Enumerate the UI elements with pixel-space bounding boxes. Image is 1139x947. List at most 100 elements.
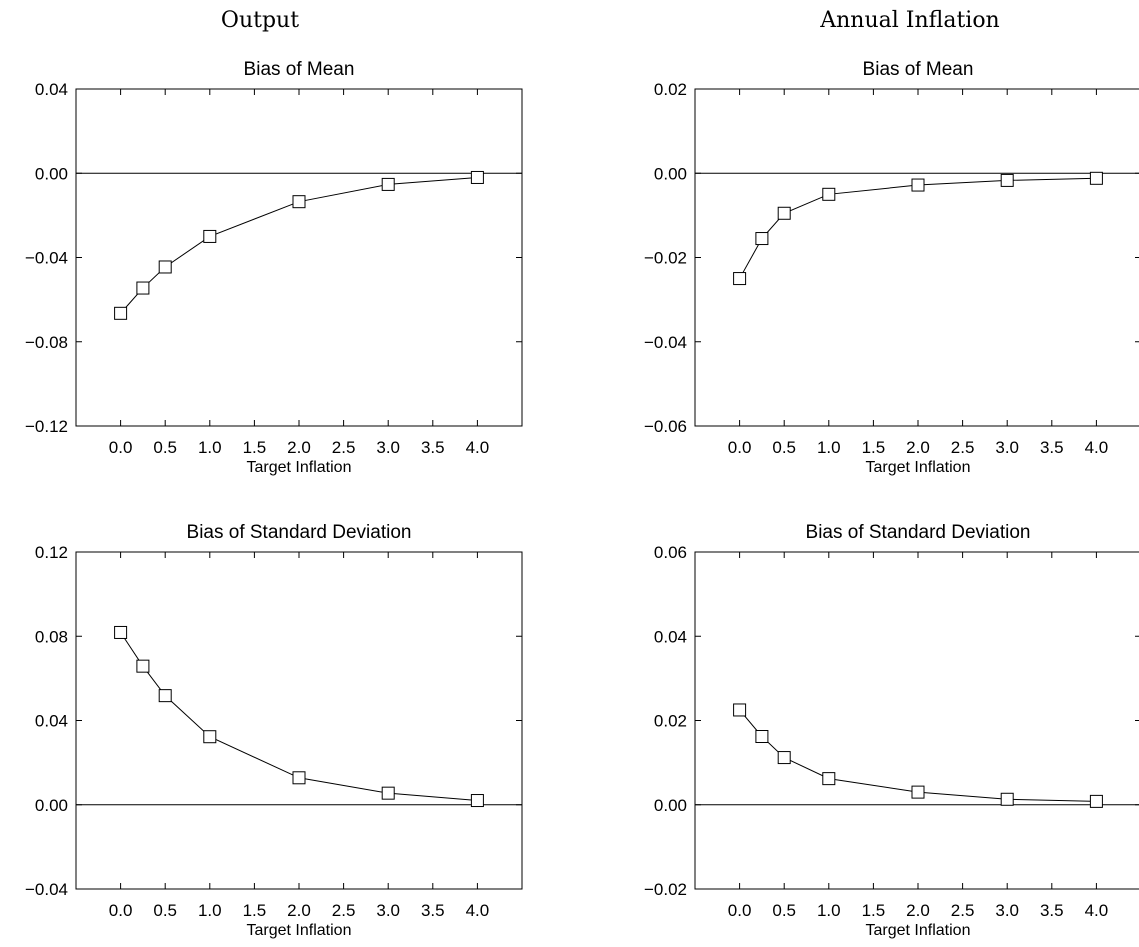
inflation-bias-sd-data-point: [1000, 792, 1014, 806]
inflation-bias-mean-x-tick-label: 1.0: [817, 438, 841, 457]
output-bias-sd-x-axis-title: Target Inflation: [247, 922, 352, 939]
output-bias-sd-data-point: [292, 771, 306, 785]
output-bias-mean-y-tick-label: −0.04: [25, 249, 68, 268]
inflation-bias-sd-x-tick-label: 0.0: [728, 901, 752, 920]
inflation-bias-sd-x-tick-label: 3.0: [995, 901, 1019, 920]
output-bias-mean-x-tick-label: 0.0: [109, 438, 133, 457]
inflation-bias-mean-x-tick-label: 3.0: [995, 438, 1019, 457]
output-bias-mean-data-point: [158, 260, 172, 274]
output-bias-mean-data-point: [292, 195, 306, 209]
inflation-bias-mean-y-tick-label: 0.00: [654, 164, 687, 183]
output-bias-mean-chart: Bias of Mean 0.04 0.00 −0.04 −0.08 −0.12 0.0 0.…: [25, 59, 523, 476]
inflation-bias-mean-data-point: [911, 178, 925, 192]
output-bias-mean-data-point: [136, 281, 150, 295]
output-bias-sd-data-point: [136, 659, 150, 673]
output-bias-sd-x-tick-label: 3.5: [421, 901, 445, 920]
output-bias-mean-x-tick-label: 2.0: [287, 438, 311, 457]
output-bias-sd-data-point: [158, 689, 172, 703]
output-bias-mean-x-tick-label: 2.5: [332, 438, 356, 457]
inflation-bias-sd-x-tick-label: 0.5: [772, 901, 796, 920]
output-bias-mean-x-tick-label: 1.5: [243, 438, 267, 457]
output-bias-mean-x-tick-label: 0.5: [153, 438, 177, 457]
output-bias-mean-plot-frame: [75, 88, 523, 427]
output-bias-mean-y-tick-label: 0.00: [35, 164, 68, 183]
output-column-title: Output: [220, 8, 300, 33]
output-bias-sd-x-tick-label: 0.5: [153, 901, 177, 920]
output-bias-mean-y-tick-label: 0.04: [35, 80, 68, 99]
output-bias-sd-title: Bias of Standard Deviation: [187, 522, 412, 543]
inflation-bias-mean-series-line: [739, 177, 1097, 279]
inflation-bias-sd-x-tick-label: 1.5: [862, 901, 886, 920]
output-bias-mean-y-tick-label: −0.12: [25, 417, 68, 436]
inflation-bias-sd-y-tick-label: 0.00: [654, 796, 687, 815]
inflation-bias-sd-title: Bias of Standard Deviation: [806, 522, 1031, 543]
output-bias-mean-data-point: [381, 177, 395, 191]
output-bias-sd-data-point: [381, 786, 395, 800]
inflation-bias-sd-x-tick-label: 2.5: [951, 901, 975, 920]
inflation-bias-sd-y-tick-label: 0.06: [654, 543, 687, 562]
inflation-bias-mean-y-tick-label: 0.02: [654, 80, 687, 99]
output-bias-mean-x-tick-label: 4.0: [466, 438, 490, 457]
inflation-bias-sd-y-tick-label: −0.02: [644, 880, 687, 899]
inflation-bias-sd-data-point: [777, 751, 791, 765]
inflation-bias-sd-x-axis-title: Target Inflation: [866, 922, 971, 939]
output-bias-sd-x-tick-label: 0.0: [109, 901, 133, 920]
output-bias-sd-plot-frame: [75, 551, 523, 890]
inflation-bias-mean-x-axis-title: Target Inflation: [866, 459, 971, 476]
inflation-bias-sd-x-tick-label: 2.0: [906, 901, 930, 920]
output-bias-sd-data-point: [470, 794, 484, 808]
inflation-bias-sd-x-tick-label: 1.0: [817, 901, 841, 920]
inflation-bias-sd-data-point: [755, 730, 769, 744]
output-bias-sd-y-tick-label: 0.08: [35, 627, 68, 646]
inflation-bias-mean-x-tick-label: 2.5: [951, 438, 975, 457]
output-bias-sd-x-tick-label: 2.0: [287, 901, 311, 920]
output-bias-sd-data-point: [114, 625, 128, 639]
inflation-bias-sd-y-tick-label: 0.02: [654, 712, 687, 731]
inflation-bias-sd-data-point: [822, 772, 836, 786]
inflation-bias-mean-chart: Bias of Mean 0.02 0.00 −0.02 −0.04 −0.06 0.0 0.…: [644, 59, 1139, 476]
inflation-bias-mean-data-point: [733, 272, 747, 286]
output-bias-mean-data-point: [203, 229, 217, 243]
output-bias-sd-x-tick-label: 1.0: [198, 901, 222, 920]
inflation-bias-mean-x-tick-label: 0.0: [728, 438, 752, 457]
output-bias-mean-x-tick-label: 3.0: [376, 438, 400, 457]
output-bias-mean-data-point: [470, 170, 484, 184]
inflation-bias-mean-data-point: [1089, 171, 1103, 185]
output-bias-mean-x-axis-title: Target Inflation: [247, 459, 352, 476]
output-bias-mean-x-tick-label: 3.5: [421, 438, 445, 457]
inflation-bias-sd-x-tick-label: 3.5: [1040, 901, 1064, 920]
inflation-bias-sd-data-point: [1089, 794, 1103, 808]
output-bias-sd-y-tick-label: 0.12: [35, 543, 68, 562]
inflation-bias-mean-y-tick-label: −0.04: [644, 333, 687, 352]
output-bias-sd-x-tick-label: 3.0: [376, 901, 400, 920]
output-bias-sd-x-tick-label: 1.5: [243, 901, 267, 920]
output-bias-mean-data-point: [114, 306, 128, 320]
output-bias-sd-x-tick-label: 2.5: [332, 901, 356, 920]
output-bias-sd-x-tick-label: 4.0: [466, 901, 490, 920]
inflation-bias-mean-x-tick-label: 1.5: [862, 438, 886, 457]
inflation-bias-mean-title: Bias of Mean: [863, 59, 974, 80]
inflation-bias-sd-data-point: [733, 703, 747, 717]
inflation-bias-mean-x-tick-label: 4.0: [1085, 438, 1109, 457]
output-bias-sd-y-tick-label: −0.04: [25, 880, 68, 899]
inflation-bias-mean-data-point: [755, 232, 769, 246]
output-bias-mean-title: Bias of Mean: [244, 59, 355, 80]
inflation-bias-mean-x-tick-label: 3.5: [1040, 438, 1064, 457]
output-bias-sd-chart: Bias of Standard Deviation 0.12 0.08 0.04 0.…: [25, 522, 523, 939]
inflation-bias-mean-data-point: [1000, 173, 1014, 187]
inflation-bias-mean-x-tick-label: 2.0: [906, 438, 930, 457]
annual-inflation-column-title: Annual Inflation: [820, 8, 1000, 33]
inflation-bias-mean-y-tick-label: −0.02: [644, 249, 687, 268]
inflation-bias-sd-x-tick-label: 4.0: [1085, 901, 1109, 920]
inflation-bias-sd-chart: Bias of Standard Deviation 0.06 0.04 0.02 0.…: [644, 522, 1139, 939]
output-bias-mean-y-tick-label: −0.08: [25, 333, 68, 352]
output-bias-sd-y-tick-label: 0.04: [35, 712, 68, 731]
output-bias-sd-y-tick-label: 0.00: [35, 796, 68, 815]
output-bias-sd-data-point: [203, 730, 217, 744]
inflation-bias-sd-plot-frame: [694, 551, 1139, 890]
inflation-bias-mean-data-point: [777, 206, 791, 220]
inflation-bias-mean-data-point: [822, 187, 836, 201]
inflation-bias-mean-plot-frame: [694, 88, 1139, 427]
inflation-bias-mean-x-tick-label: 0.5: [772, 438, 796, 457]
